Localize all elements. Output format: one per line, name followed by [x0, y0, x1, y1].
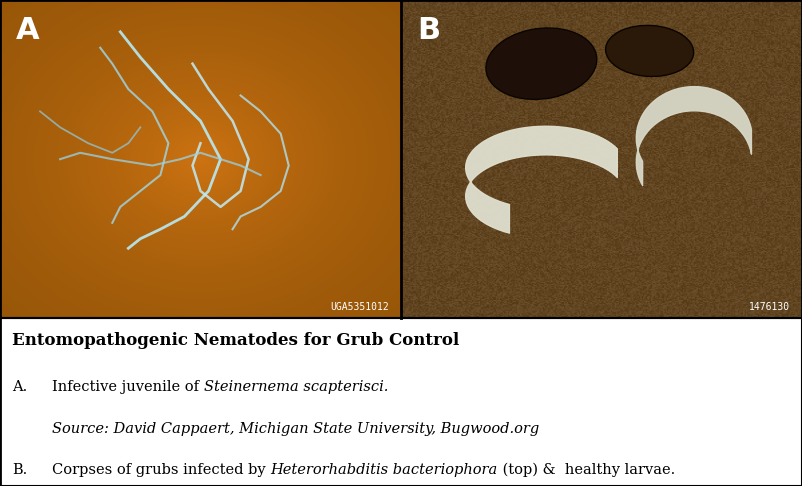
Text: Infective juvenile of: Infective juvenile of	[52, 381, 204, 394]
Text: Entomopathogenic Nematodes for Grub Control: Entomopathogenic Nematodes for Grub Cont…	[12, 332, 460, 349]
Text: UGA5351012: UGA5351012	[330, 302, 389, 312]
Text: 1476130: 1476130	[749, 302, 790, 312]
Text: A.: A.	[12, 381, 27, 394]
Ellipse shape	[486, 28, 597, 100]
Text: Corpses of grubs infected by: Corpses of grubs infected by	[52, 463, 270, 477]
Text: (top) &  healthy larvae.: (top) & healthy larvae.	[497, 463, 674, 477]
Text: Steinernema scapterisci.: Steinernema scapterisci.	[204, 381, 388, 394]
Text: A: A	[16, 16, 39, 45]
Ellipse shape	[606, 25, 694, 76]
Text: Source: David Cappaert, Michigan State University, Bugwood.org: Source: David Cappaert, Michigan State U…	[52, 422, 540, 436]
Text: B: B	[417, 16, 440, 45]
Text: B.: B.	[12, 463, 27, 477]
Text: Heterorhabditis bacteriophora: Heterorhabditis bacteriophora	[270, 463, 497, 477]
